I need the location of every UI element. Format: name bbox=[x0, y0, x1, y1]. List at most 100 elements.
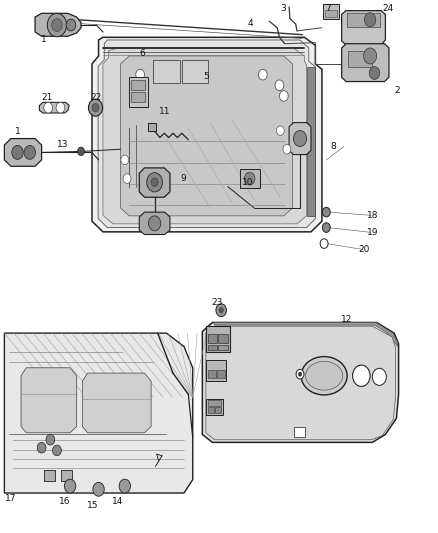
Circle shape bbox=[293, 131, 307, 147]
Bar bbox=[347, 13, 380, 27]
Circle shape bbox=[216, 304, 226, 317]
Bar bbox=[208, 407, 214, 413]
Bar bbox=[208, 345, 217, 350]
Circle shape bbox=[52, 19, 62, 31]
Circle shape bbox=[279, 91, 288, 101]
Circle shape bbox=[64, 479, 76, 493]
Circle shape bbox=[123, 174, 131, 183]
Bar bbox=[206, 326, 230, 352]
Polygon shape bbox=[39, 102, 69, 113]
Bar bbox=[208, 334, 217, 343]
Circle shape bbox=[37, 442, 46, 453]
Polygon shape bbox=[202, 322, 399, 442]
Bar bbox=[129, 77, 148, 107]
Circle shape bbox=[298, 372, 302, 376]
Polygon shape bbox=[342, 44, 389, 82]
Bar bbox=[215, 407, 221, 413]
Circle shape bbox=[276, 126, 284, 135]
Polygon shape bbox=[82, 373, 151, 433]
Circle shape bbox=[56, 102, 65, 113]
Bar bbox=[131, 80, 145, 90]
Bar bbox=[217, 370, 225, 378]
Text: 19: 19 bbox=[367, 228, 379, 237]
Circle shape bbox=[258, 69, 267, 80]
Circle shape bbox=[364, 48, 377, 64]
Text: 3: 3 bbox=[280, 4, 286, 13]
Bar bbox=[61, 470, 72, 481]
Bar bbox=[218, 334, 228, 343]
Text: 1: 1 bbox=[14, 127, 21, 136]
Polygon shape bbox=[289, 123, 311, 155]
Text: 12: 12 bbox=[341, 316, 353, 324]
Text: 6: 6 bbox=[139, 49, 145, 58]
Text: 4: 4 bbox=[247, 20, 253, 28]
Bar bbox=[348, 51, 372, 67]
Bar bbox=[240, 169, 260, 188]
Bar bbox=[206, 399, 223, 415]
Text: 24: 24 bbox=[382, 4, 394, 13]
Text: 5: 5 bbox=[203, 72, 209, 81]
Bar bbox=[325, 10, 337, 17]
Polygon shape bbox=[307, 67, 315, 216]
Circle shape bbox=[44, 102, 53, 113]
Circle shape bbox=[24, 146, 35, 159]
Circle shape bbox=[136, 69, 145, 80]
Circle shape bbox=[148, 216, 161, 231]
Bar bbox=[182, 60, 208, 83]
Text: 2: 2 bbox=[394, 86, 399, 95]
Ellipse shape bbox=[301, 357, 347, 395]
Text: 18: 18 bbox=[367, 211, 379, 220]
Text: 1: 1 bbox=[41, 36, 47, 44]
Circle shape bbox=[372, 368, 386, 385]
Circle shape bbox=[119, 479, 131, 493]
Ellipse shape bbox=[305, 361, 343, 390]
Circle shape bbox=[12, 146, 23, 159]
Polygon shape bbox=[206, 326, 396, 440]
Circle shape bbox=[151, 178, 158, 187]
Bar bbox=[294, 427, 305, 437]
Circle shape bbox=[121, 155, 129, 165]
Circle shape bbox=[46, 434, 55, 445]
Circle shape bbox=[369, 67, 380, 79]
Text: 22: 22 bbox=[91, 93, 102, 101]
Bar bbox=[218, 345, 228, 350]
Bar bbox=[131, 92, 145, 102]
Circle shape bbox=[88, 99, 102, 116]
Circle shape bbox=[219, 308, 223, 313]
Circle shape bbox=[244, 172, 255, 185]
Circle shape bbox=[136, 80, 145, 91]
Text: 16: 16 bbox=[59, 497, 71, 505]
Bar bbox=[148, 123, 156, 131]
Circle shape bbox=[47, 13, 67, 37]
Circle shape bbox=[275, 80, 284, 91]
Circle shape bbox=[322, 223, 330, 232]
Circle shape bbox=[296, 369, 304, 379]
Polygon shape bbox=[4, 139, 42, 166]
Circle shape bbox=[93, 482, 104, 496]
Polygon shape bbox=[92, 37, 322, 232]
Circle shape bbox=[364, 13, 376, 27]
Circle shape bbox=[322, 207, 330, 217]
Polygon shape bbox=[98, 40, 315, 228]
Polygon shape bbox=[214, 322, 398, 346]
Circle shape bbox=[53, 445, 61, 456]
Polygon shape bbox=[342, 11, 385, 45]
Text: 20: 20 bbox=[359, 245, 370, 254]
Text: 17: 17 bbox=[5, 494, 17, 503]
Text: 8: 8 bbox=[330, 142, 336, 150]
Bar bbox=[323, 4, 339, 19]
Text: 9: 9 bbox=[180, 174, 186, 182]
Polygon shape bbox=[103, 48, 307, 224]
Polygon shape bbox=[35, 13, 81, 36]
Text: 10: 10 bbox=[242, 178, 254, 187]
Circle shape bbox=[283, 144, 291, 154]
Polygon shape bbox=[139, 212, 170, 235]
Text: 15: 15 bbox=[87, 501, 99, 510]
Bar bbox=[153, 60, 180, 83]
Circle shape bbox=[78, 147, 85, 156]
Bar bbox=[206, 360, 226, 381]
Bar bbox=[208, 370, 216, 378]
Text: 21: 21 bbox=[42, 93, 53, 101]
Polygon shape bbox=[139, 168, 170, 197]
Polygon shape bbox=[21, 368, 77, 433]
